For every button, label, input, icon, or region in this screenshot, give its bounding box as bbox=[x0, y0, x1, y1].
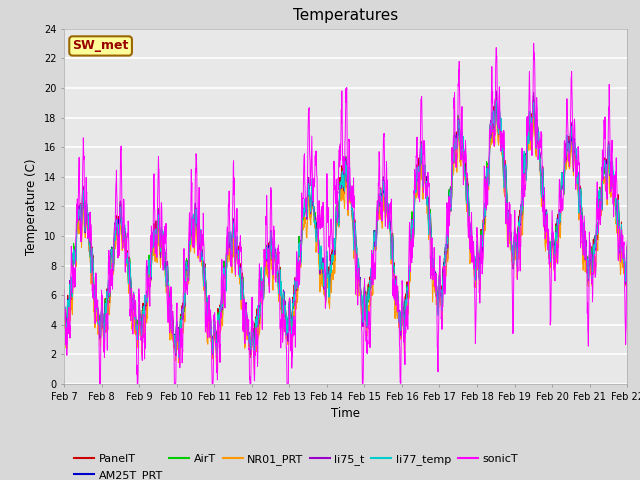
sonicT bbox=[509, 304, 517, 310]
li77_temp bbox=[60, 302, 68, 308]
li77_temp bbox=[510, 257, 518, 263]
PanelT bbox=[623, 243, 631, 249]
li77_temp bbox=[218, 294, 225, 300]
sonicT bbox=[96, 381, 104, 387]
li75_t bbox=[574, 173, 582, 179]
AirT bbox=[530, 89, 538, 95]
AM25T_PRT bbox=[362, 311, 370, 316]
sonicT bbox=[574, 144, 582, 150]
Y-axis label: Temperature (C): Temperature (C) bbox=[26, 158, 38, 255]
AM25T_PRT bbox=[60, 304, 68, 310]
NR01_PRT bbox=[374, 216, 382, 222]
PanelT bbox=[218, 305, 225, 311]
AM25T_PRT bbox=[374, 205, 382, 211]
AM25T_PRT bbox=[623, 251, 631, 256]
NR01_PRT bbox=[530, 109, 538, 115]
sonicT bbox=[589, 263, 597, 269]
sonicT bbox=[374, 180, 382, 186]
NR01_PRT bbox=[60, 312, 68, 317]
Legend: PanelT, AM25T_PRT, AirT, NR01_PRT, li75_t, li77_temp, sonicT: PanelT, AM25T_PRT, AirT, NR01_PRT, li75_… bbox=[70, 450, 522, 480]
Line: li77_temp: li77_temp bbox=[64, 100, 627, 357]
li75_t bbox=[492, 88, 500, 94]
AM25T_PRT bbox=[510, 253, 518, 259]
li75_t bbox=[374, 204, 382, 210]
NR01_PRT bbox=[509, 263, 517, 268]
li77_temp bbox=[623, 251, 631, 256]
AirT bbox=[509, 257, 517, 263]
li75_t bbox=[250, 355, 258, 360]
Title: Temperatures: Temperatures bbox=[293, 9, 398, 24]
NR01_PRT bbox=[217, 322, 225, 327]
Line: sonicT: sonicT bbox=[64, 43, 627, 384]
li75_t bbox=[60, 309, 68, 315]
AirT bbox=[172, 351, 179, 357]
AM25T_PRT bbox=[492, 95, 500, 100]
AM25T_PRT bbox=[589, 247, 597, 252]
Line: PanelT: PanelT bbox=[64, 94, 627, 358]
NR01_PRT bbox=[589, 264, 597, 269]
NR01_PRT bbox=[574, 174, 582, 180]
li77_temp bbox=[362, 311, 370, 316]
sonicT bbox=[530, 40, 538, 46]
AM25T_PRT bbox=[217, 306, 225, 312]
AirT bbox=[60, 309, 68, 315]
sonicT bbox=[60, 287, 68, 292]
PanelT bbox=[574, 174, 582, 180]
sonicT bbox=[623, 238, 631, 244]
PanelT bbox=[492, 91, 500, 97]
PanelT bbox=[589, 243, 597, 249]
AirT bbox=[362, 313, 370, 319]
NR01_PRT bbox=[623, 252, 631, 258]
Line: AirT: AirT bbox=[64, 92, 627, 354]
li75_t bbox=[589, 247, 597, 253]
li77_temp bbox=[589, 251, 597, 256]
PanelT bbox=[510, 262, 518, 267]
AirT bbox=[218, 300, 225, 305]
li75_t bbox=[217, 306, 225, 312]
AirT bbox=[589, 247, 597, 252]
AirT bbox=[374, 206, 382, 212]
li77_temp bbox=[175, 354, 182, 360]
NR01_PRT bbox=[250, 366, 258, 372]
li75_t bbox=[623, 253, 631, 259]
li77_temp bbox=[492, 97, 500, 103]
X-axis label: Time: Time bbox=[331, 407, 360, 420]
Line: AM25T_PRT: AM25T_PRT bbox=[64, 97, 627, 356]
li75_t bbox=[510, 255, 518, 261]
AirT bbox=[574, 172, 582, 178]
PanelT bbox=[60, 307, 68, 312]
li77_temp bbox=[374, 204, 382, 209]
li77_temp bbox=[574, 169, 582, 175]
li75_t bbox=[362, 310, 370, 316]
AM25T_PRT bbox=[574, 169, 582, 175]
AM25T_PRT bbox=[251, 353, 259, 359]
PanelT bbox=[362, 308, 370, 313]
NR01_PRT bbox=[362, 324, 370, 330]
Line: NR01_PRT: NR01_PRT bbox=[64, 112, 627, 369]
PanelT bbox=[209, 355, 217, 361]
sonicT bbox=[218, 275, 225, 280]
PanelT bbox=[374, 202, 382, 207]
sonicT bbox=[362, 338, 370, 344]
Line: li75_t: li75_t bbox=[64, 91, 627, 358]
AirT bbox=[623, 244, 631, 250]
Text: SW_met: SW_met bbox=[72, 39, 129, 52]
